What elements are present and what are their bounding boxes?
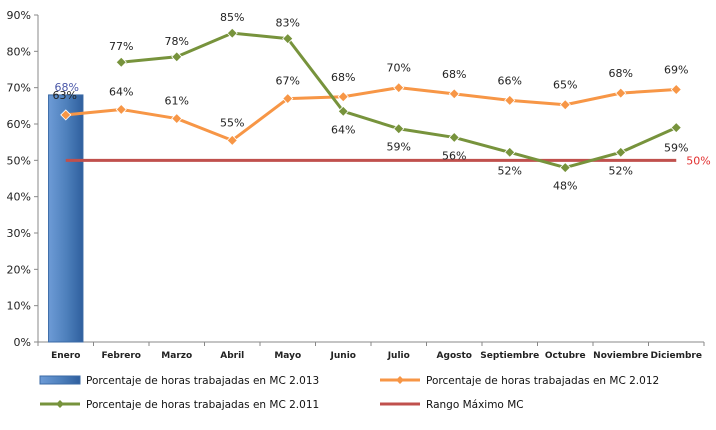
x-tick-label: Octubre — [545, 351, 586, 361]
mc2011-data-label: 59% — [664, 142, 688, 155]
series-mc2011-point — [393, 123, 405, 135]
legend-swatch — [39, 375, 81, 385]
series-mc2011-point — [171, 51, 183, 63]
mc2012-data-label: 68% — [609, 67, 633, 80]
x-tick-label: Diciembre — [651, 351, 702, 361]
mc2011-data-label: 56% — [442, 149, 466, 162]
y-tick-label: 40% — [7, 191, 31, 204]
series-mc2012-point — [670, 83, 682, 96]
series-mc2012-point — [337, 91, 349, 103]
legend: Porcentaje de horas trabajadas en MC 2.0… — [39, 375, 659, 411]
legend-label: Porcentaje de horas trabajadas en MC 2.0… — [86, 399, 319, 411]
x-tick-label: Abril — [220, 351, 244, 361]
x-tick-label: Junio — [330, 351, 356, 361]
legend-label: Porcentaje de horas trabajadas en MC 2.0… — [86, 375, 319, 387]
bar-mc2013 — [48, 94, 84, 343]
series-mc2012-point — [171, 112, 183, 125]
mc2011-data-label: 59% — [387, 141, 411, 154]
series-mc2012-point — [393, 82, 405, 94]
x-tick-label: Noviembre — [593, 351, 648, 361]
legend-item-mc2013: Porcentaje de horas trabajadas en MC 2.0… — [39, 375, 319, 387]
series-mc2011-point — [559, 162, 571, 174]
series-mc2011-point — [337, 105, 349, 117]
mc2012-data-label: 55% — [220, 116, 244, 129]
mc2012-data-label: 68% — [442, 68, 466, 81]
series-mc2011-point — [615, 146, 627, 158]
mc2012-data-label: 65% — [553, 79, 577, 92]
y-tick-label: 0% — [14, 336, 31, 349]
mc2011-data-label: 48% — [553, 180, 577, 193]
axes: 0% 10% 20% 30% 40% 50% 60% 70% 80% 90% Enero Febrer… — [7, 9, 705, 361]
mc2011-data-label: 78% — [165, 35, 189, 48]
mc2011-data-label: 64% — [331, 123, 355, 136]
legend-label: Porcentaje de horas trabajadas en MC 2.0… — [426, 375, 659, 387]
x-tick-label: Febrero — [102, 351, 142, 361]
series-mc2011-point — [282, 33, 294, 45]
series-mc2012-point — [60, 109, 72, 121]
series-mc2012-point — [115, 103, 127, 116]
x-tick-label: Septiembre — [480, 351, 539, 361]
x-tick-label: Agosto — [437, 351, 472, 361]
y-tick-label: 50% — [7, 154, 31, 167]
y-tick-label: 80% — [7, 45, 31, 58]
series-mc2011-point — [670, 122, 682, 134]
legend-label: Rango Máximo MC — [426, 399, 524, 411]
legend-marker — [396, 376, 404, 384]
mc2012-data-label: 69% — [664, 63, 688, 76]
mc2012-data-label: 70% — [387, 62, 411, 75]
x-tick-label: Julio — [387, 351, 410, 361]
legend-item-rango: Rango Máximo MC — [380, 399, 524, 411]
series-mc2011-point — [115, 56, 127, 68]
legend-marker — [56, 400, 64, 408]
series-mc2012-point — [226, 134, 238, 146]
y-tick-label: 70% — [7, 82, 31, 95]
x-tick-label: Mayo — [274, 351, 301, 361]
series-mc2012-point — [615, 87, 627, 99]
mc2012-data-label: 63% — [53, 89, 77, 102]
y-tick-label: 60% — [7, 118, 31, 131]
x-tick-label: Marzo — [161, 351, 192, 361]
y-tick-label: 90% — [7, 9, 31, 22]
chart-marks — [48, 27, 682, 343]
mc2012-data-label: 68% — [331, 71, 355, 84]
x-tick-label: Enero — [51, 351, 80, 361]
mc2011-data-label: 52% — [609, 164, 633, 177]
legend-item-mc2012: Porcentaje de horas trabajadas en MC 2.0… — [380, 375, 659, 387]
legend-item-mc2011: Porcentaje de horas trabajadas en MC 2.0… — [40, 399, 319, 411]
series-mc2012-point — [559, 99, 571, 111]
mc2012-data-label: 67% — [276, 75, 300, 88]
mc2012-data-label: 64% — [109, 85, 133, 98]
reference-data-label: 50% — [686, 154, 710, 167]
y-tick-label: 20% — [7, 263, 31, 276]
series-mc2012-point — [448, 88, 460, 100]
mc2011-data-label: 52% — [498, 164, 522, 177]
mc2011-data-label: 77% — [109, 40, 133, 53]
series-mc2012-point — [504, 94, 516, 106]
series-mc2011-point — [504, 146, 516, 158]
bar-data-label: 68% — [55, 81, 79, 94]
series-mc2012-line — [65, 86, 677, 142]
mc2012-data-label: 61% — [165, 95, 189, 108]
mc2012-data-label: 66% — [498, 74, 522, 87]
series-mc2012-point — [282, 93, 294, 105]
mc2011-data-label: 85% — [220, 11, 244, 24]
y-tick-label: 10% — [7, 300, 31, 313]
mc2011-data-label: 83% — [276, 17, 300, 30]
series-mc2011-point — [226, 27, 238, 39]
y-tick-label: 30% — [7, 227, 31, 240]
series-mc2011-point — [448, 131, 460, 144]
data-labels: 68%63% 64%61%55%67% 68%70% 68%66% 65%68% 69%7… — [53, 11, 711, 192]
